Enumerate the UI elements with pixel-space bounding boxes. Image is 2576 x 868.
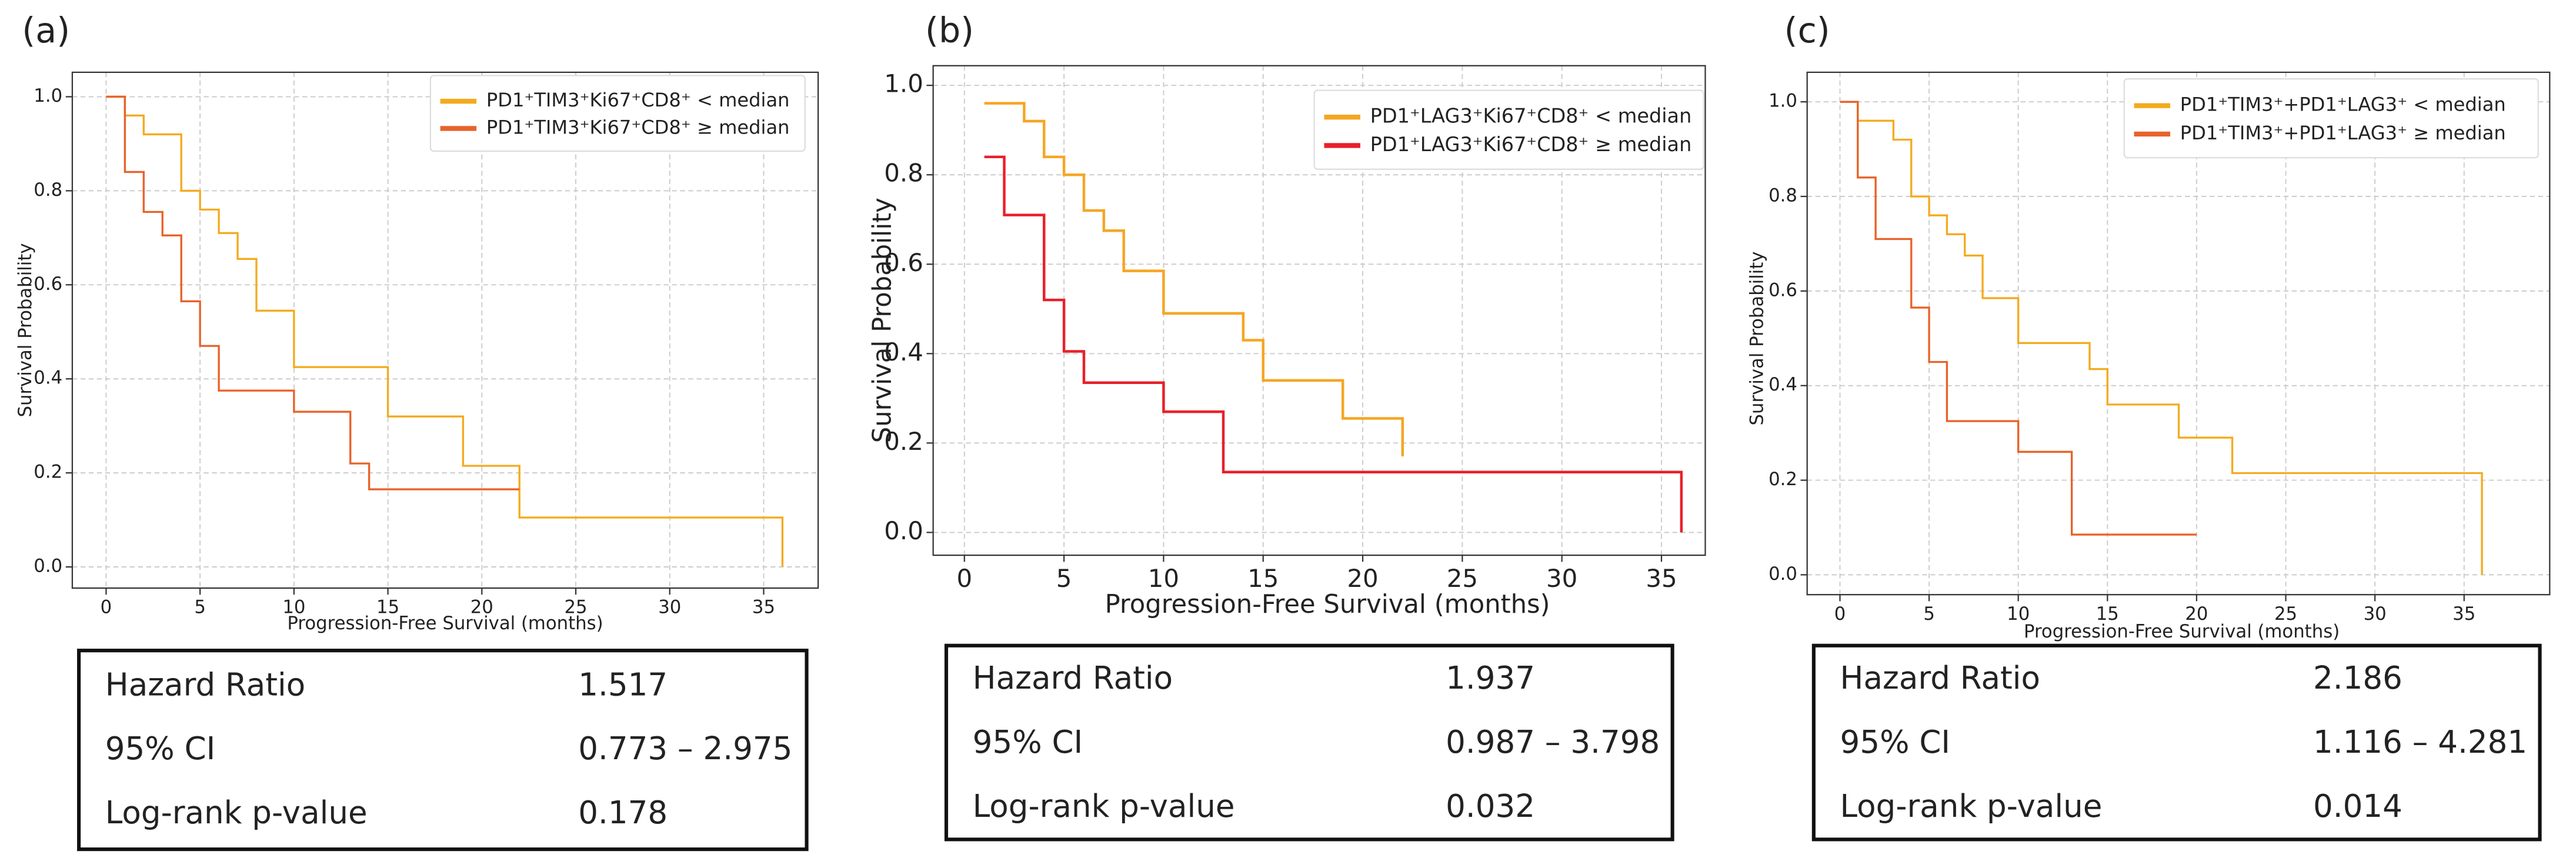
x-tick-label: 5 (1923, 603, 1935, 625)
legend-label: PD1⁺TIM3⁺Ki67⁺CD8⁺ < median (486, 89, 790, 111)
y-tick-label: 0.6 (34, 273, 62, 295)
plot-frame (932, 65, 1706, 556)
y-tick-label: 1.0 (34, 85, 62, 106)
legend-label: PD1⁺LAG3⁺Ki67⁺CD8⁺ < median (1370, 105, 1692, 128)
table-key: Hazard Ratio (1840, 660, 2040, 696)
plot-frame (1806, 71, 2551, 596)
x-tick-label: 20 (2185, 603, 2208, 625)
x-axis-label: Progression-Free Survival (months) (2024, 621, 2340, 642)
y-tick-label: 0.6 (1769, 279, 1797, 301)
legend-label: PD1⁺LAG3⁺Ki67⁺CD8⁺ ≥ median (1370, 133, 1692, 156)
y-tick-label: 0.0 (34, 556, 62, 577)
x-tick-label: 0 (956, 564, 972, 593)
legend-label: PD1⁺TIM3⁺Ki67⁺CD8⁺ ≥ median (486, 116, 790, 138)
legend-box (1313, 89, 1704, 170)
x-tick-label: 30 (1546, 564, 1577, 593)
x-axis-label: Progression-Free Survival (months) (1105, 590, 1550, 619)
x-tick-label: 5 (1056, 564, 1072, 593)
x-tick-label: 25 (564, 597, 587, 618)
x-tick-label: 30 (658, 597, 681, 618)
table-value: 0.773 – 2.975 (578, 730, 792, 767)
y-tick-label: 0.4 (34, 368, 62, 389)
legend-label: PD1⁺TIM3⁺+PD1⁺LAG3⁺ ≥ median (2180, 122, 2506, 144)
x-tick-label: 0 (101, 597, 112, 618)
table-value: 0.014 (2313, 788, 2403, 824)
table-key: Log-rank p-value (1840, 788, 2103, 824)
table-key: Hazard Ratio (105, 666, 305, 703)
y-tick-label: 0.2 (1769, 469, 1797, 490)
stats-table (1811, 643, 2542, 842)
table-key: Hazard Ratio (973, 660, 1173, 696)
y-tick-label: 0.4 (1769, 374, 1797, 395)
table-value: 0.987 – 3.798 (1446, 724, 1660, 760)
x-tick-label: 30 (2364, 603, 2387, 625)
table-key: 95% CI (1840, 724, 1951, 760)
survival-curve (1840, 101, 2197, 536)
survival-curve (106, 95, 784, 567)
x-tick-label: 20 (471, 597, 493, 618)
y-tick-label: 0.8 (34, 179, 62, 201)
y-tick-label: 0.0 (1769, 563, 1797, 585)
x-tick-label: 20 (1347, 564, 1378, 593)
y-tick-label: 0.8 (1769, 185, 1797, 206)
x-tick-label: 25 (1447, 564, 1478, 593)
y-axis-label: Survival Probability (15, 243, 36, 417)
legend-box (429, 75, 806, 152)
x-tick-label: 5 (194, 597, 206, 618)
x-tick-label: 35 (752, 597, 775, 618)
table-value: 2.186 (2313, 660, 2403, 696)
table-key: Log-rank p-value (105, 794, 368, 831)
x-tick-label: 25 (2274, 603, 2297, 625)
survival-curve (1840, 101, 2483, 575)
survival-curve (984, 155, 1683, 533)
y-tick-label: 0.0 (884, 516, 923, 545)
plot-frame (71, 71, 819, 589)
y-tick-label: 0.2 (34, 462, 62, 483)
survival-curve (984, 102, 1404, 457)
y-tick-label: 1.0 (884, 69, 923, 98)
y-tick-label: 0.2 (884, 427, 923, 456)
y-tick-label: 0.4 (884, 338, 923, 366)
table-value: 1.517 (578, 666, 668, 703)
stats-table (944, 643, 1674, 842)
stats-table (77, 649, 809, 852)
y-axis-label: Survival Probability (867, 198, 897, 443)
table-key: 95% CI (105, 730, 216, 767)
x-tick-label: 35 (2452, 603, 2475, 625)
x-tick-label: 10 (282, 597, 305, 618)
x-tick-label: 0 (1834, 603, 1846, 625)
table-value: 1.116 – 4.281 (2313, 724, 2527, 760)
legend-box (2123, 78, 2539, 159)
table-value: 0.032 (1446, 788, 1535, 824)
x-tick-label: 15 (1247, 564, 1279, 593)
panel-label: (c) (1784, 11, 1830, 51)
y-tick-label: 0.6 (884, 248, 923, 277)
x-tick-label: 15 (2096, 603, 2119, 625)
panel-label: (b) (925, 11, 974, 51)
table-key: 95% CI (973, 724, 1083, 760)
y-axis-label: Survival Probability (1746, 251, 1767, 425)
x-axis-label: Progression-Free Survival (months) (287, 613, 603, 634)
table-value: 1.937 (1446, 660, 1535, 696)
y-tick-label: 0.8 (884, 159, 923, 188)
table-value: 0.178 (578, 794, 668, 831)
x-tick-label: 10 (1148, 564, 1179, 593)
table-key: Log-rank p-value (973, 788, 1235, 824)
legend-label: PD1⁺TIM3⁺+PD1⁺LAG3⁺ < median (2180, 94, 2506, 116)
x-tick-label: 15 (376, 597, 399, 618)
x-tick-label: 35 (1646, 564, 1677, 593)
x-tick-label: 10 (2007, 603, 2030, 625)
y-tick-label: 1.0 (1769, 91, 1797, 112)
panel-label: (a) (22, 11, 70, 51)
survival-curve (106, 95, 520, 490)
